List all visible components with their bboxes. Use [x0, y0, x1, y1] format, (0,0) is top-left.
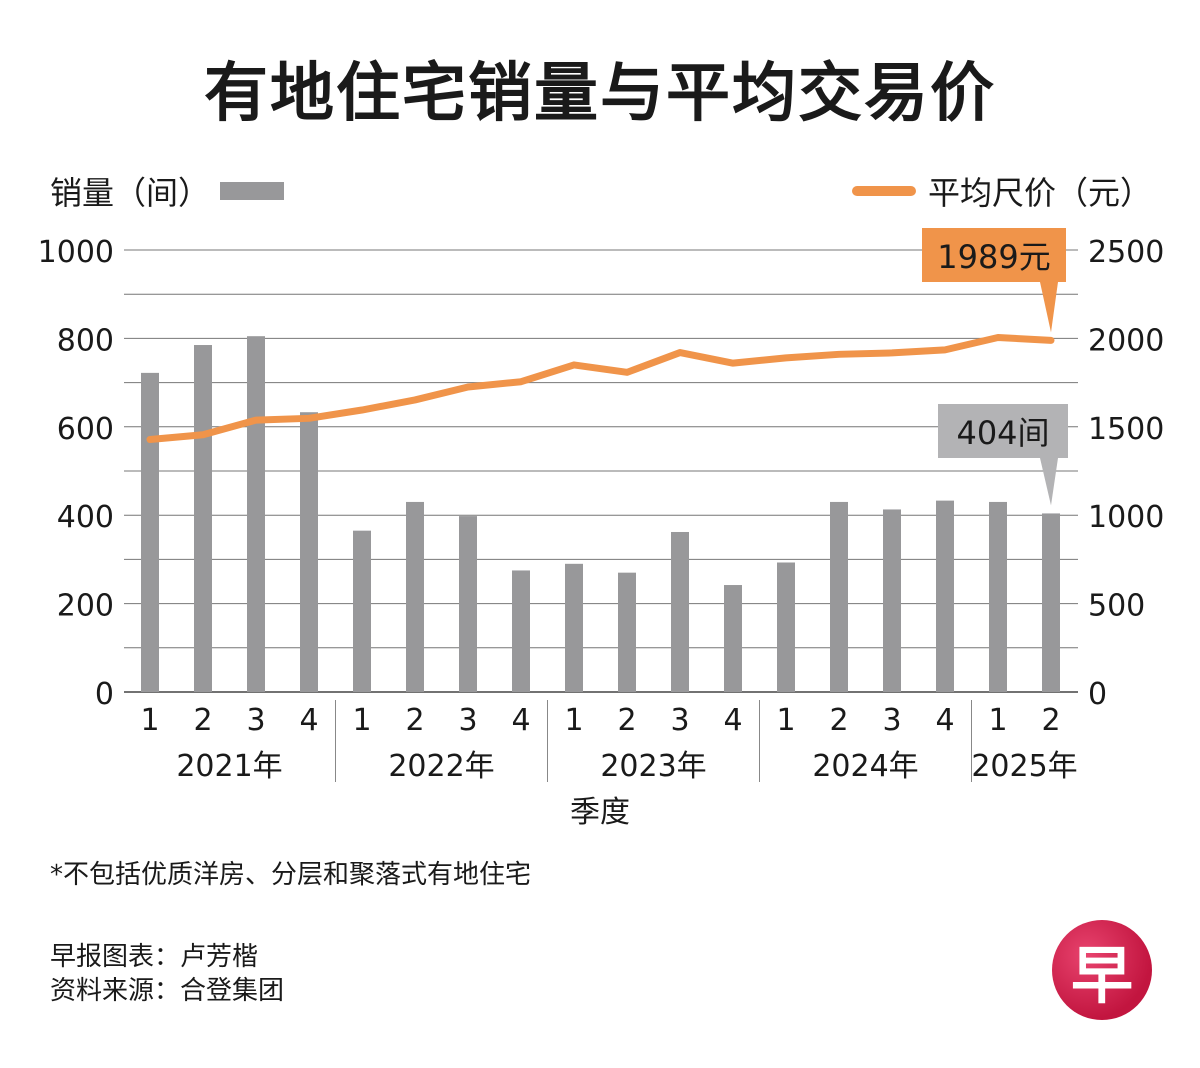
legend-units-label: 销量（间）	[50, 174, 211, 212]
x-quarter-label: 3	[458, 703, 477, 738]
x-year-label: 2022年	[388, 749, 494, 784]
logo-glyph: 早	[1070, 939, 1133, 1012]
x-quarter-label: 2	[193, 703, 212, 738]
bar	[406, 501, 424, 692]
x-year-label: 2025年	[971, 749, 1077, 784]
legend-bar-swatch	[220, 182, 285, 200]
x-quarter-label: 2	[617, 703, 636, 738]
legend-price: 平均尺价（元）	[851, 168, 1152, 214]
units-callout-box	[938, 404, 1068, 458]
bar	[936, 500, 954, 692]
y-left-tick-label: 600	[57, 412, 114, 447]
price-line	[146, 334, 1055, 444]
bar	[830, 501, 848, 692]
x-quarter-label: 1	[140, 703, 159, 738]
y-left-tick-label: 800	[57, 323, 114, 358]
x-quarter-label: 2	[1041, 703, 1060, 738]
bar	[353, 530, 371, 692]
y-right-tick-label: 500	[1088, 589, 1145, 624]
bar	[194, 345, 212, 692]
y-left-tick-label: 0	[95, 677, 114, 712]
units-callout-pointer	[1040, 458, 1058, 506]
x-quarter-label: 1	[352, 703, 371, 738]
x-quarter-label: 4	[511, 703, 530, 738]
credit-chart-by: 早报图表：卢芳楷	[50, 942, 259, 972]
x-quarter-label: 1	[776, 703, 795, 738]
y-left-tick-label: 400	[57, 500, 114, 535]
bar	[989, 501, 1007, 692]
x-quarter-label: 1	[988, 703, 1007, 738]
y-right-tick-label: 1000	[1088, 500, 1164, 535]
x-quarter-label: 2	[829, 703, 848, 738]
bar	[883, 509, 901, 692]
y-left-tick-label: 1000	[38, 235, 114, 270]
legend-price-label: 平均尺价（元）	[927, 174, 1152, 212]
bar	[141, 372, 159, 692]
y-right-tick-label: 1500	[1088, 412, 1164, 447]
y-right-tick-label: 2500	[1088, 235, 1164, 270]
x-quarter-label: 1	[564, 703, 583, 738]
bar	[1042, 513, 1060, 692]
x-year-label: 2021年	[176, 749, 282, 784]
bar	[618, 572, 636, 692]
bar	[512, 570, 530, 692]
x-axis-title: 季度	[570, 795, 630, 830]
legend-line-swatch	[851, 186, 916, 196]
bar	[459, 516, 477, 692]
bar	[777, 562, 795, 692]
y-right-tick-label: 0	[1088, 677, 1107, 712]
bar	[724, 585, 742, 692]
chart-title: 有地住宅销量与平均交易价	[204, 57, 996, 131]
units-callout-label: 404间	[956, 414, 1049, 452]
x-quarter-label: 4	[723, 703, 742, 738]
bar	[671, 531, 689, 692]
x-quarter-label: 4	[935, 703, 954, 738]
legend-units: 销量（间）	[50, 168, 285, 214]
price-callout-label: 1989元	[937, 238, 1050, 276]
x-year-label: 2023年	[600, 749, 706, 784]
price-callout-pointer	[1040, 282, 1058, 333]
y-left-tick-label: 200	[57, 589, 114, 624]
footnote: *不包括优质洋房、分层和聚落式有地住宅	[50, 860, 532, 890]
price-callout-box	[922, 228, 1066, 282]
bar	[565, 563, 583, 692]
x-quarter-label: 3	[882, 703, 901, 738]
y-right-tick-label: 2000	[1088, 323, 1164, 358]
x-quarter-label: 4	[299, 703, 318, 738]
bar	[247, 336, 265, 692]
x-quarter-label: 3	[246, 703, 265, 738]
zaobao-logo: 早	[1052, 920, 1152, 1020]
x-year-label: 2024年	[812, 749, 918, 784]
x-quarter-label: 3	[670, 703, 689, 738]
x-quarter-label: 2	[405, 703, 424, 738]
bar	[300, 412, 318, 692]
credit-source: 资料来源：合登集团	[50, 976, 285, 1006]
